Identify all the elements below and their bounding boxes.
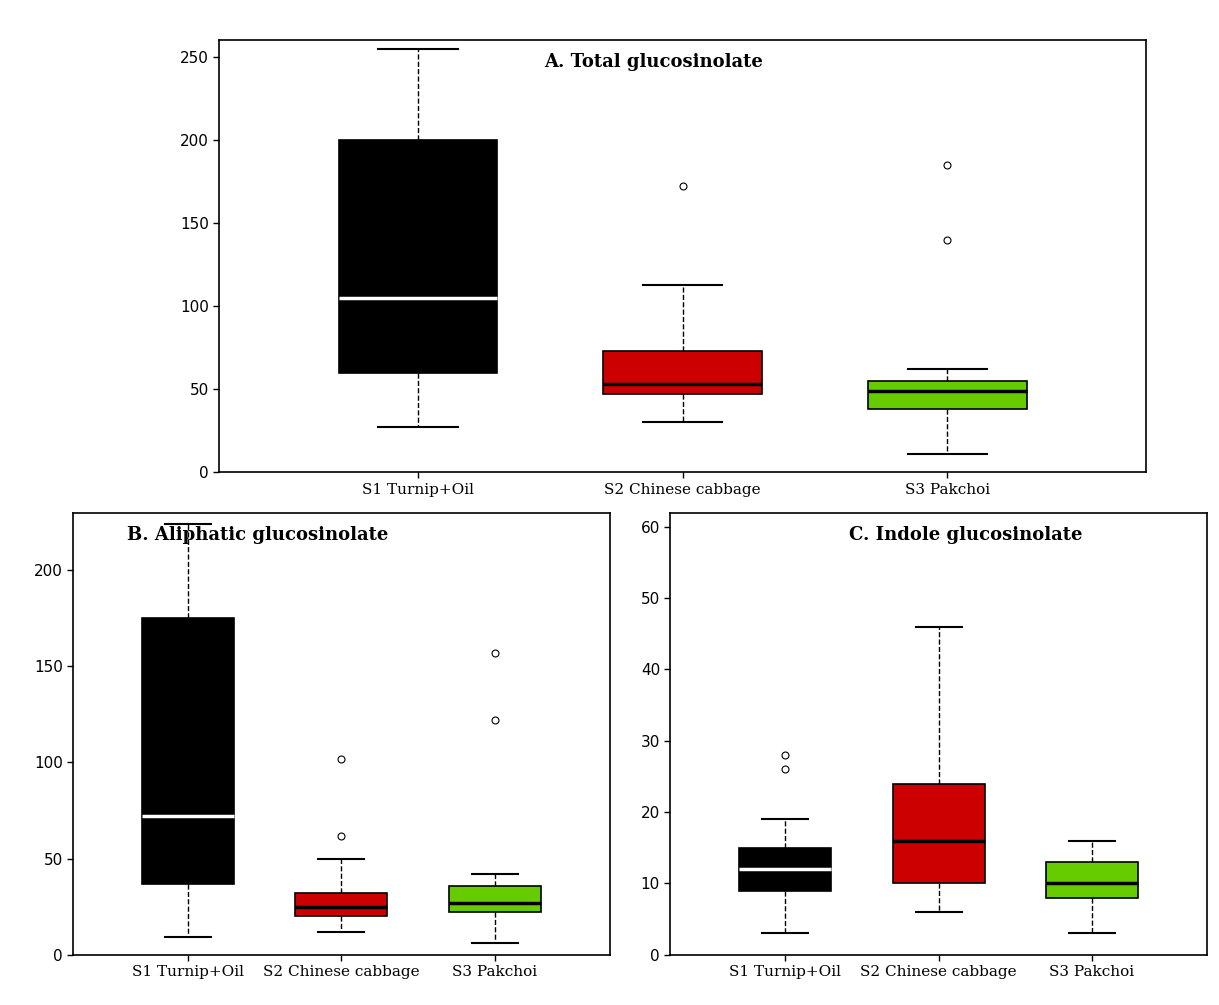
PathPatch shape xyxy=(1046,862,1137,897)
PathPatch shape xyxy=(339,140,497,373)
Text: B. Aliphatic glucosinolate: B. Aliphatic glucosinolate xyxy=(127,526,388,544)
PathPatch shape xyxy=(740,848,831,890)
PathPatch shape xyxy=(603,351,762,394)
PathPatch shape xyxy=(449,885,540,913)
Text: C. Indole glucosinolate: C. Indole glucosinolate xyxy=(848,526,1082,544)
PathPatch shape xyxy=(868,381,1026,409)
PathPatch shape xyxy=(295,893,388,917)
Text: A. Total glucosinolate: A. Total glucosinolate xyxy=(544,53,763,71)
PathPatch shape xyxy=(143,618,234,883)
PathPatch shape xyxy=(892,784,985,883)
